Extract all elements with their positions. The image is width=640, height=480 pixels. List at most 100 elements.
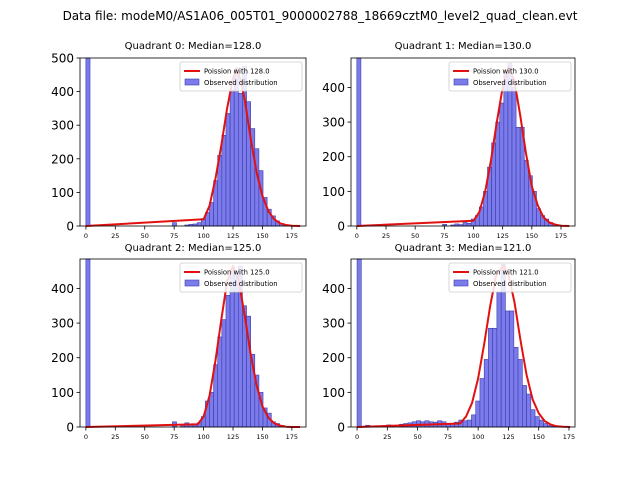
legend-bar-swatch — [453, 279, 469, 287]
y-tick-label: 300 — [51, 317, 74, 331]
x-tick-label: 75 — [170, 232, 178, 240]
histogram-bar — [495, 121, 501, 227]
x-tick-label: 125 — [227, 433, 239, 441]
x-tick-label: 175 — [286, 433, 298, 441]
x-tick-label: 25 — [382, 232, 390, 240]
histogram-bar — [526, 393, 532, 428]
histogram-bar — [515, 126, 521, 227]
poisson-fit-line — [356, 65, 570, 227]
histogram-bar — [505, 310, 510, 428]
histogram-bar — [530, 409, 536, 428]
legend: Poission with 121.0 Observed distribution — [448, 262, 572, 293]
axes-frame — [79, 258, 307, 428]
legend-box — [179, 262, 303, 293]
legend-observed-label: Observed distribution — [473, 79, 547, 87]
histogram-bar — [229, 269, 235, 428]
y-tick-label: 400 — [322, 282, 345, 296]
histogram-bar — [488, 327, 493, 428]
x-tick-label: 175 — [563, 433, 575, 441]
subplot-title: Quadrant 3: Median=121.0 — [395, 243, 532, 254]
y-tick-label: 200 — [322, 351, 345, 365]
x-tick-label: 100 — [467, 232, 479, 240]
y-tick-label: 100 — [51, 386, 74, 400]
legend: Poission with 125.0 Observed distribution — [179, 262, 303, 293]
histogram-bar — [196, 222, 202, 227]
x-tick-label: 50 — [413, 433, 421, 441]
x-tick-label: 100 — [472, 433, 484, 441]
histogram-bar — [356, 57, 362, 227]
legend-fit-label: Poission with 128.0 — [204, 68, 270, 76]
subplot-quadrant-1: Quadrant 1: Median=130.0 0 25 50 75 100 125 15… — [322, 41, 576, 240]
histogram-bar — [356, 258, 362, 428]
x-tick-label: 100 — [197, 433, 209, 441]
x-tick-label: 25 — [111, 232, 119, 240]
histogram-bar — [509, 310, 515, 428]
y-tick-label: 200 — [322, 150, 345, 164]
x-tick-label: 0 — [84, 232, 88, 240]
x-tick-label: 150 — [256, 232, 268, 240]
legend-box — [179, 61, 303, 92]
x-tick-label: 50 — [411, 232, 419, 240]
histogram-bar — [496, 291, 502, 428]
y-tick-label: 100 — [322, 185, 345, 199]
legend: Poission with 128.0 Observed distribution — [179, 61, 303, 92]
x-tick-label: 175 — [286, 232, 298, 240]
x-tick-label: 100 — [197, 232, 209, 240]
x-tick-label: 50 — [141, 433, 149, 441]
x-tick-label: 125 — [502, 433, 514, 441]
y-tick-label: 0 — [66, 220, 74, 234]
histogram-bar — [503, 71, 509, 227]
subplot-quadrant-2: Quadrant 2: Median=125.0 0 25 50 75 100 125 15… — [51, 243, 307, 441]
histogram-bar — [499, 102, 505, 227]
legend-fit-label: Poission with 130.0 — [473, 68, 539, 76]
x-tick-label: 125 — [496, 232, 508, 240]
y-tick-label: 300 — [322, 317, 345, 331]
histogram-bar — [172, 222, 177, 227]
x-tick-label: 0 — [84, 433, 88, 441]
subplot-title: Quadrant 2: Median=125.0 — [125, 243, 262, 254]
legend-box — [448, 61, 572, 92]
legend-observed-label: Observed distribution — [204, 79, 278, 87]
legend-fit-label: Poission with 121.0 — [473, 269, 539, 277]
histogram-bar — [466, 419, 472, 428]
axes-frame — [350, 258, 576, 428]
histogram-bar — [466, 222, 472, 227]
y-tick-label: 200 — [51, 152, 74, 166]
histogram-bar — [538, 419, 544, 428]
histogram-bar — [462, 420, 468, 428]
legend-box — [448, 262, 572, 293]
x-tick-label: 75 — [170, 433, 178, 441]
y-tick-label: 100 — [51, 186, 74, 200]
x-tick-label: 0 — [355, 433, 359, 441]
legend-observed-label: Observed distribution — [473, 280, 547, 288]
histogram-bar — [238, 92, 243, 227]
histogram-bar — [522, 385, 527, 428]
histogram-bar — [511, 87, 517, 227]
histogram-bar — [221, 134, 227, 227]
histogram-bar — [462, 222, 468, 227]
x-tick-label: 150 — [532, 433, 544, 441]
histogram-bar — [534, 416, 540, 428]
histogram-bar — [483, 359, 489, 428]
histogram-bar — [479, 378, 485, 428]
x-tick-label: 0 — [355, 232, 359, 240]
y-tick-label: 300 — [322, 116, 345, 130]
x-tick-label: 75 — [440, 232, 448, 240]
x-tick-label: 25 — [111, 433, 119, 441]
histogram-bar — [475, 400, 481, 428]
histogram-bar — [517, 359, 523, 428]
legend-fit-label: Poission with 125.0 — [204, 269, 270, 277]
histogram-bar — [221, 319, 227, 428]
axes-frame — [79, 57, 307, 227]
x-tick-label: 25 — [383, 433, 391, 441]
subplot-title: Quadrant 0: Median=128.0 — [125, 41, 262, 52]
histogram-bar — [543, 423, 549, 428]
histogram-bar — [217, 336, 223, 428]
y-tick-label: 0 — [337, 220, 345, 234]
histogram-bar — [225, 295, 231, 428]
histogram-bar — [233, 71, 239, 227]
poisson-fit-line — [85, 264, 301, 428]
histogram-bar — [523, 159, 529, 227]
legend-bar-swatch — [184, 78, 200, 86]
